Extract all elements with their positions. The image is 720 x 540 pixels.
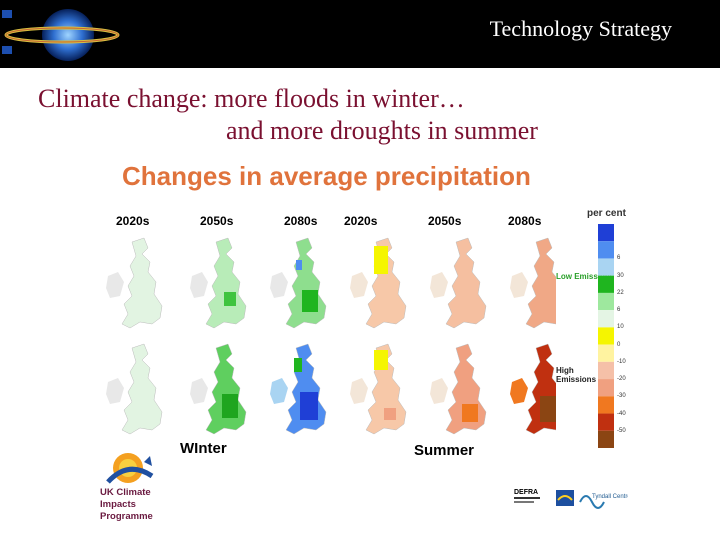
svg-text:Tyndall Centre: Tyndall Centre bbox=[592, 494, 628, 500]
header-bar: Technology Strategy bbox=[0, 0, 720, 68]
ukcip-logo-text: UK Climate Impacts Programme bbox=[100, 487, 153, 522]
legend-swatch bbox=[598, 224, 614, 242]
tyndall-logo-icon: Tyndall Centre bbox=[579, 494, 628, 509]
column-header: 2080s bbox=[284, 214, 318, 228]
legend-swatch bbox=[598, 413, 614, 431]
map-winter-2050s-low bbox=[190, 237, 247, 329]
map-summer-2020s-high bbox=[350, 343, 407, 435]
svg-text:DEFRA: DEFRA bbox=[514, 489, 538, 496]
legend-swatch bbox=[598, 344, 614, 362]
map-summer-2050s-low bbox=[430, 237, 487, 329]
legend-swatch bbox=[598, 241, 614, 259]
map-winter-2020s-high bbox=[106, 343, 163, 435]
legend-label: 0 bbox=[617, 341, 621, 348]
legend-label: 22 bbox=[617, 289, 624, 296]
slide-heading-line1: Climate change: more floods in winter… bbox=[38, 84, 465, 113]
column-header: 2050s bbox=[428, 214, 462, 228]
ukcip-logo-icon bbox=[106, 453, 154, 484]
legend-swatch bbox=[598, 327, 614, 345]
legend-title: per cent bbox=[587, 208, 626, 219]
legend-swatch bbox=[598, 292, 614, 311]
globe-logo-icon bbox=[2, 9, 120, 61]
slide-heading-line2: and more droughts in summer bbox=[226, 116, 538, 145]
column-header: 2020s bbox=[116, 214, 150, 228]
defra-logo-icon: DEFRA bbox=[514, 489, 540, 503]
season-label-summer: Summer bbox=[414, 442, 475, 459]
legend-label: -20 bbox=[617, 376, 626, 383]
legend-label: -10 bbox=[617, 358, 626, 365]
legend-swatch bbox=[598, 361, 614, 380]
legend-label: -30 bbox=[617, 393, 626, 400]
map-summer-2080s-low bbox=[510, 237, 556, 329]
legend-label: 10 bbox=[617, 324, 624, 331]
legend-swatch bbox=[598, 396, 614, 414]
map-summer-2020s-low bbox=[350, 237, 407, 329]
map-winter-2050s-high bbox=[190, 343, 247, 435]
met-office-logo-icon bbox=[556, 490, 574, 506]
precipitation-map-grid bbox=[106, 237, 556, 435]
legend-label: -50 bbox=[617, 427, 626, 434]
map-winter-2080s-high bbox=[270, 343, 327, 435]
legend-swatch bbox=[598, 258, 614, 276]
legend-swatch bbox=[598, 379, 614, 397]
legend-colorbar bbox=[598, 224, 614, 448]
map-summer-2050s-high bbox=[430, 343, 487, 435]
season-label-winter: WInter bbox=[180, 440, 227, 457]
map-summer-2080s-high bbox=[510, 343, 556, 435]
column-header: 2050s bbox=[200, 214, 234, 228]
map-winter-2020s-low bbox=[106, 237, 163, 329]
legend-swatch bbox=[598, 310, 614, 328]
legend-label: 6 bbox=[617, 255, 621, 262]
legend-swatch bbox=[598, 275, 614, 293]
legend-label: -40 bbox=[617, 410, 626, 417]
column-header: 2080s bbox=[508, 214, 542, 228]
scenario-high-emissions: High Emissions bbox=[556, 366, 597, 384]
column-header: 2020s bbox=[344, 214, 378, 228]
map-winter-2080s-low bbox=[270, 237, 327, 329]
legend-swatch bbox=[598, 430, 614, 448]
legend-label: 6 bbox=[617, 307, 621, 314]
scenario-low-emissions: Low Emissions bbox=[556, 272, 615, 281]
header-title: Technology Strategy bbox=[489, 16, 672, 41]
chart-title: Changes in average precipitation bbox=[122, 161, 531, 191]
legend-label: 30 bbox=[617, 272, 624, 279]
